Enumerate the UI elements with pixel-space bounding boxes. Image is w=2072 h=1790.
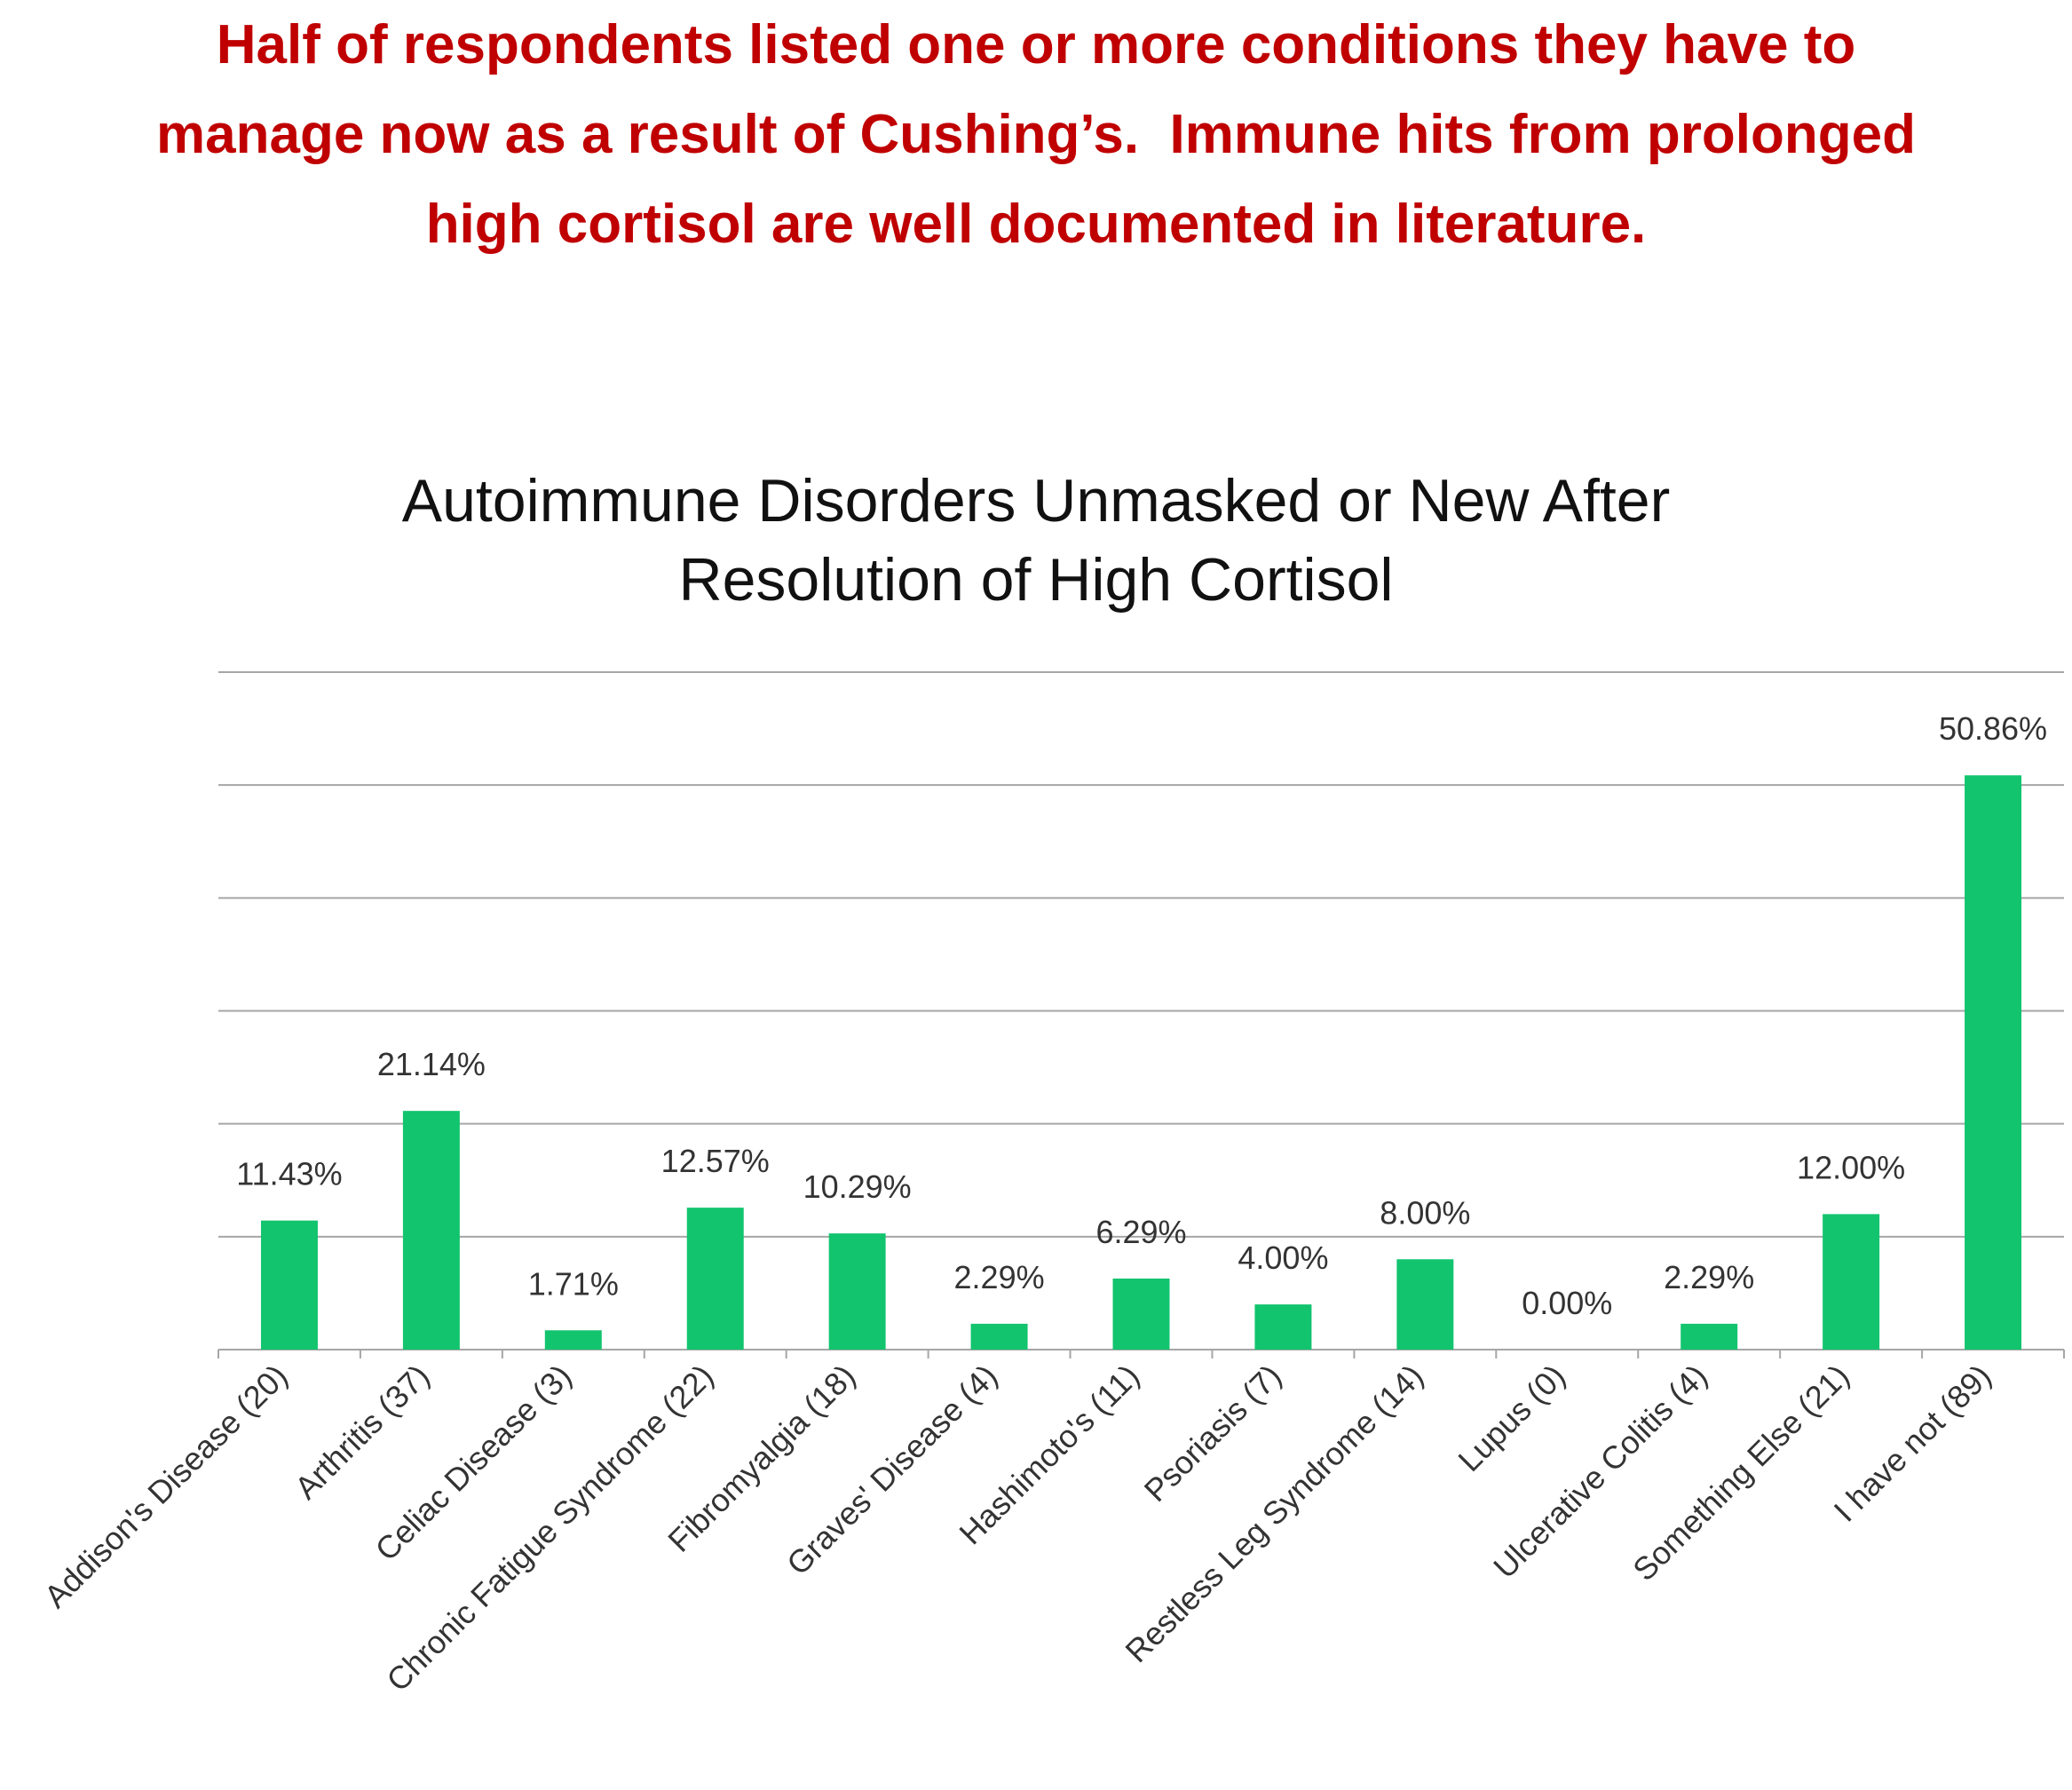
value-label: 21.14% bbox=[377, 1046, 486, 1082]
headline-line: Half of respondents listed one or more c… bbox=[216, 14, 1856, 75]
value-label: 4.00% bbox=[1238, 1240, 1328, 1276]
bar bbox=[1396, 1259, 1454, 1350]
bar bbox=[828, 1233, 886, 1350]
headline: Half of respondents listed one or more c… bbox=[0, 0, 2072, 269]
headline-line: manage now as a result of Cushing’s. Imm… bbox=[156, 104, 1916, 165]
x-tick-label: Lupus (0) bbox=[1451, 1358, 1572, 1479]
headline-line: high cortisol are well documented in lit… bbox=[425, 194, 1647, 255]
value-label: 12.00% bbox=[1797, 1149, 1905, 1185]
value-label: 50.86% bbox=[1939, 710, 2047, 747]
value-label: 6.29% bbox=[1095, 1214, 1186, 1250]
value-label: 2.29% bbox=[1664, 1259, 1754, 1295]
value-label: 2.29% bbox=[954, 1259, 1045, 1295]
x-tick-label: Addison's Disease (20) bbox=[37, 1358, 295, 1615]
bar bbox=[260, 1220, 318, 1350]
x-tick-label: Arthritis (37) bbox=[288, 1358, 437, 1507]
bar bbox=[1254, 1304, 1312, 1350]
value-label: 10.29% bbox=[803, 1168, 912, 1205]
bar bbox=[402, 1111, 460, 1350]
x-tick-label: Psoriasis (7) bbox=[1137, 1358, 1288, 1509]
bar bbox=[970, 1323, 1028, 1350]
value-label: 8.00% bbox=[1380, 1194, 1470, 1231]
bar bbox=[1681, 1323, 1738, 1350]
x-tick-label: Restless Leg Syndrome (14) bbox=[1118, 1358, 1430, 1670]
bar bbox=[686, 1208, 744, 1350]
bar bbox=[1112, 1279, 1170, 1350]
value-label: 12.57% bbox=[661, 1143, 770, 1179]
bar bbox=[544, 1330, 602, 1350]
value-label: 0.00% bbox=[1522, 1285, 1612, 1321]
value-label: 1.71% bbox=[528, 1265, 619, 1302]
bar bbox=[1823, 1214, 1880, 1350]
chart-title: Autoimmune Disorders Unmasked or New Aft… bbox=[401, 467, 1671, 614]
value-label: 11.43% bbox=[236, 1156, 342, 1192]
bar bbox=[1965, 775, 2022, 1350]
